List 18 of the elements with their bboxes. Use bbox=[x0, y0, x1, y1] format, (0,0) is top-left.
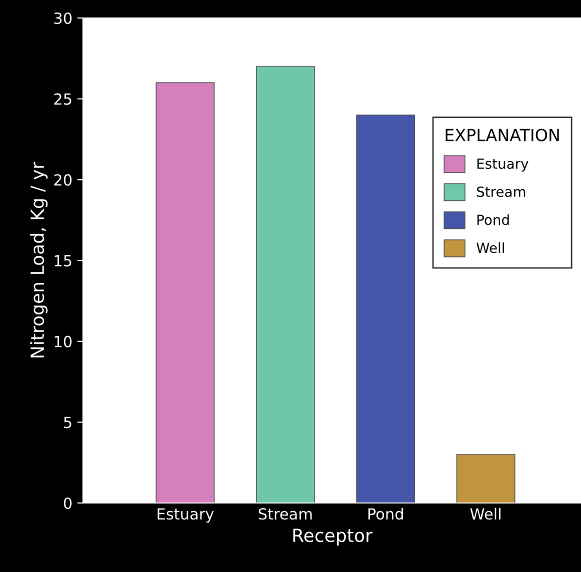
legend-label: Estuary bbox=[477, 158, 528, 172]
y-tick-label: 30 bbox=[54, 12, 72, 24]
legend-label: Well bbox=[476, 242, 504, 254]
y-tick-label: 0 bbox=[64, 497, 72, 510]
y-tick-label: 5 bbox=[64, 416, 72, 428]
x-tick-label: Pond bbox=[368, 508, 403, 520]
legend-title: EXPLANATION bbox=[446, 128, 559, 142]
legend-label: Pond bbox=[477, 214, 509, 226]
legend-label: Stream bbox=[476, 186, 526, 197]
y-tick-label: 15 bbox=[54, 255, 72, 267]
x-tick-label: Estuary bbox=[158, 508, 214, 523]
y-tick-label: 25 bbox=[54, 93, 72, 105]
x-tick-label: Well bbox=[470, 508, 500, 520]
x-axis-title: Receptor bbox=[293, 528, 372, 546]
y-axis-title: Nitrogen Load, Kg / yr bbox=[30, 162, 48, 358]
y-tick-label: 10 bbox=[54, 336, 72, 348]
x-tick-label: Stream bbox=[258, 508, 312, 520]
y-tick-label: 20 bbox=[54, 174, 72, 186]
